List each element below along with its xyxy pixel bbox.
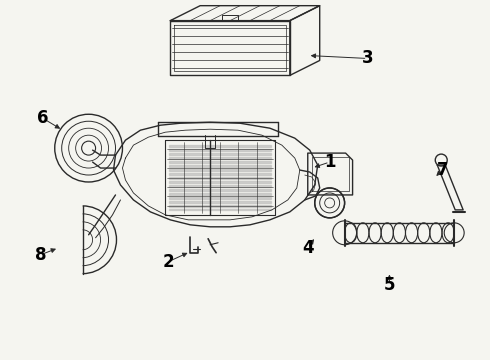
Text: 7: 7 <box>437 161 448 179</box>
Text: 6: 6 <box>37 109 49 127</box>
Text: 8: 8 <box>35 246 47 264</box>
Text: 4: 4 <box>302 239 314 257</box>
Text: 1: 1 <box>324 153 336 171</box>
Text: 2: 2 <box>163 253 174 271</box>
Text: 5: 5 <box>384 276 395 294</box>
Text: 3: 3 <box>362 49 373 67</box>
